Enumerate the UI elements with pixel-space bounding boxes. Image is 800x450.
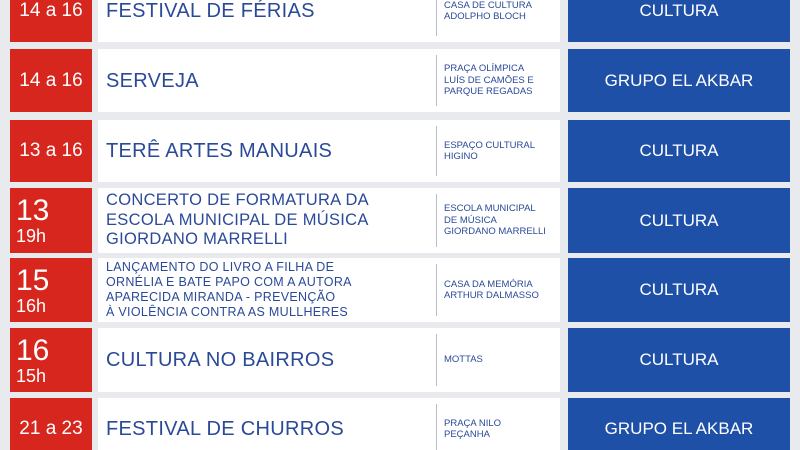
organizer-cell: CULTURA <box>568 188 790 253</box>
organizer: GRUPO EL AKBAR <box>604 70 754 90</box>
event-cell: CULTURA NO BAIRROS MOTTAS <box>98 328 560 392</box>
date-cell: 21 a 23 <box>10 398 92 450</box>
event-cell: FESTIVAL DE CHURROS PRAÇA NILO PEÇANHA <box>98 398 560 450</box>
time: 19h <box>16 226 47 246</box>
event-line: ORNÉLIA E BATE PAPO COM A AUTORA <box>106 275 352 289</box>
separator <box>436 264 437 316</box>
location-line: PEÇANHA <box>444 429 490 440</box>
location-line: ADOLPHO BLOCH <box>444 11 526 22</box>
organizer-cell: CULTURA <box>568 120 790 182</box>
event-title: SERVEJA <box>106 49 431 112</box>
location-line: ESCOLA MUNICIPAL <box>444 203 536 215</box>
time: 15h <box>16 365 47 386</box>
event-line: CULTURA NO BAIRROS <box>106 349 335 371</box>
event-cell: CONCERTO DE FORMATURA DA ESCOLA MUNICIPAL… <box>98 188 560 253</box>
location: CASA DE CULTURA ADOLPHO BLOCH <box>444 0 556 42</box>
date-cell: 13 19h <box>10 188 92 253</box>
location-line: PARQUE REGADAS <box>444 86 533 98</box>
event-line: FESTIVAL DE CHURROS <box>106 418 344 440</box>
organizer-cell: CULTURA <box>568 0 790 42</box>
date-cell: 14 a 16 <box>10 49 92 112</box>
event-cell: TERÊ ARTES MANUAIS ESPAÇO CULTURAL HIGINO <box>98 120 560 182</box>
separator <box>436 334 437 386</box>
date: 14 a 16 <box>19 0 83 21</box>
organizer: CULTURA <box>639 280 719 299</box>
organizer: CULTURA <box>639 141 719 160</box>
organizer: CULTURA <box>639 350 719 369</box>
location-line: CASA DE CULTURA <box>444 0 532 11</box>
location-line: MOTTAS <box>444 354 483 366</box>
event-line: TERÊ ARTES MANUAIS <box>106 140 333 162</box>
organizer: CULTURA <box>639 1 719 20</box>
date-cell: 15 16h <box>10 258 92 322</box>
organizer-cell: GRUPO EL AKBAR <box>568 49 790 112</box>
date: 21 a 23 <box>19 418 83 439</box>
location-line: GIORDANO MARRELLI <box>444 226 546 238</box>
location: PRAÇA OLÍMPICA LUÍS DE CAMÕES E PARQUE REG… <box>444 49 556 112</box>
separator <box>436 126 437 176</box>
event-title: CULTURA NO BAIRROS <box>106 328 431 392</box>
event-line: ESCOLA MUNICIPAL DE MÚSICA <box>106 210 369 229</box>
event-title: FESTIVAL DE CHURROS <box>106 398 431 450</box>
event-line: GIORDANO MARRELLI <box>106 230 289 249</box>
event-title: LANÇAMENTO DO LIVRO A FILHA DE ORNÉLIA E … <box>106 258 431 322</box>
location-line: PRAÇA OLÍMPICA <box>444 63 525 75</box>
location-line: ARTHUR DALMASSO <box>444 290 539 301</box>
event-line: LANÇAMENTO DO LIVRO A FILHA DE <box>106 260 335 274</box>
organizer: CULTURA <box>639 210 719 230</box>
location-line: DE MÚSICA <box>444 214 497 226</box>
location-line: PRAÇA NILO <box>444 417 502 429</box>
date-cell: 16 15h <box>10 328 92 392</box>
organizer-cell: GRUPO EL AKBAR <box>568 398 790 450</box>
location-line: CASA DA MEMÓRIA <box>444 278 533 290</box>
location: ESCOLA MUNICIPAL DE MÚSICA GIORDANO MARREL… <box>444 188 556 253</box>
location-line: ESPAÇO CULTURAL <box>444 139 535 151</box>
date: 16 <box>16 333 50 367</box>
location: CASA DA MEMÓRIA ARTHUR DALMASSO <box>444 258 556 322</box>
location: PRAÇA NILO PEÇANHA <box>444 398 556 450</box>
event-cell: SERVEJA PRAÇA OLÍMPICA LUÍS DE CAMÕES E PAR… <box>98 49 560 112</box>
date: 13 a 16 <box>19 140 83 161</box>
location-line: HIGINO <box>444 151 478 162</box>
separator <box>436 404 437 450</box>
event-title: FESTIVAL DE FÉRIAS <box>106 0 431 42</box>
event-cell: FESTIVAL DE FÉRIAS CASA DE CULTURA ADOLPHO… <box>98 0 560 42</box>
date: 15 <box>16 263 50 297</box>
date-cell: 13 a 16 <box>10 120 92 182</box>
time: 16h <box>16 295 47 316</box>
date: 13 <box>16 194 50 227</box>
organizer-cell: CULTURA <box>568 328 790 392</box>
organizer: GRUPO EL AKBAR <box>604 419 754 438</box>
event-line: CONCERTO DE FORMATURA DA <box>106 190 369 209</box>
organizer-cell: CULTURA <box>568 258 790 322</box>
event-line: SERVEJA <box>106 69 199 92</box>
location: ESPAÇO CULTURAL HIGINO <box>444 120 556 182</box>
date-cell: 14 a 16 <box>10 0 92 42</box>
event-line: FESTIVAL DE FÉRIAS <box>106 0 315 22</box>
separator <box>436 194 437 247</box>
event-cell: LANÇAMENTO DO LIVRO A FILHA DE ORNÉLIA E … <box>98 258 560 322</box>
event-line: APARECIDA MIRANDA - PREVENÇÃO <box>106 290 336 304</box>
event-line: À VIOLÊNCIA CONTRA AS MULLHERES <box>106 305 349 319</box>
separator <box>436 0 437 36</box>
separator <box>436 55 437 106</box>
location: MOTTAS <box>444 328 556 392</box>
location-line: LUÍS DE CAMÕES E <box>444 74 534 86</box>
date: 14 a 16 <box>19 69 83 91</box>
event-title: TERÊ ARTES MANUAIS <box>106 120 431 182</box>
event-title: CONCERTO DE FORMATURA DA ESCOLA MUNICIPAL… <box>106 188 431 253</box>
